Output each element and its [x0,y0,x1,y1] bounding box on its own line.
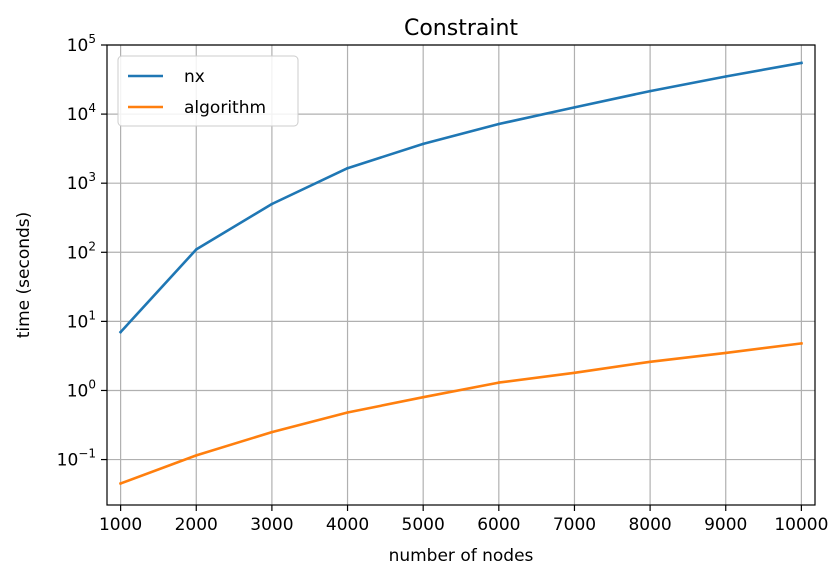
x-tick-label: 1000 [99,515,142,535]
x-tick-label: 8000 [628,515,671,535]
series-line-algorithm [118,341,803,486]
data-point-nx [800,61,803,65]
legend: nx algorithm [117,55,299,127]
y-tick-base: 10 [67,174,89,194]
series-lines [118,61,803,486]
x-tick-label: 3000 [250,515,293,535]
data-point-algorithm [421,395,425,399]
x-tick-label: 10000 [774,515,828,535]
legend-label-algorithm: algorithm [184,98,266,118]
x-tick-label: 7000 [553,515,596,535]
data-point-nx [421,142,425,146]
series-line-nx [118,61,803,334]
y-tick-exponent: 2 [88,239,96,253]
y-tick-base: 10 [67,312,89,332]
y-tick-exponent: 1 [88,308,96,322]
plot-frame [106,44,816,506]
y-tick-label: 102 [67,239,96,263]
x-tick-label: 2000 [175,515,218,535]
data-point-algorithm [270,430,274,434]
data-point-nx [724,75,727,78]
y-tick-base: 10 [57,451,79,471]
x-axis-ticks: 1000 2000 3000 4000 5000 6000 7000 8000 9000 1000… [99,505,828,535]
x-tick-label: 6000 [477,515,520,535]
y-tick-label: 103 [67,170,96,194]
legend-box [117,55,299,127]
y-tick-base: 10 [67,105,89,125]
data-point-algorithm [800,342,803,345]
y-tick-exponent: 3 [88,170,96,184]
data-point-algorithm [119,482,122,485]
data-point-algorithm [195,454,198,457]
x-axis-label: number of nodes [389,546,534,566]
y-tick-exponent: 4 [88,101,96,115]
x-tick-label: 5000 [402,515,445,535]
data-point-algorithm [573,371,576,375]
chart-title: Constraint [404,16,518,41]
y-tick-exponent: 0 [88,377,96,391]
y-tick-label: 104 [67,101,96,125]
data-point-nx [270,202,274,206]
data-point-nx [573,106,576,109]
data-point-nx [195,248,198,251]
y-tick-base: 10 [67,36,89,56]
data-point-nx [648,89,652,93]
y-tick-base: 10 [67,243,89,263]
data-point-nx [497,122,501,126]
y-tick-exponent: 5 [88,32,96,46]
y-tick-label: 105 [67,32,96,56]
data-point-nx [346,166,349,170]
y-tick-exponent: −1 [78,447,96,461]
data-point-algorithm [346,411,349,414]
y-tick-label: 10−1 [57,447,96,471]
data-point-algorithm [497,381,501,384]
legend-label-nx: nx [184,67,205,87]
y-tick-base: 10 [67,381,89,401]
data-point-algorithm [724,351,727,355]
y-tick-label: 100 [67,377,96,401]
x-tick-label: 9000 [704,515,747,535]
y-axis-label: time (seconds) [14,212,34,339]
x-tick-label: 4000 [326,515,369,535]
data-point-algorithm [648,360,652,364]
y-tick-label: 101 [67,308,96,332]
data-point-nx [119,330,122,334]
